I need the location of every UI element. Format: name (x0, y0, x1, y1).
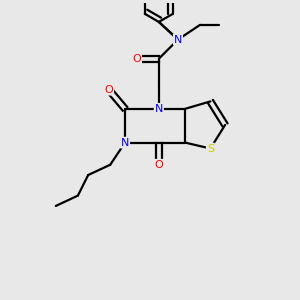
Text: N: N (121, 138, 129, 148)
Text: O: O (132, 54, 141, 64)
Text: S: S (207, 143, 214, 154)
Text: N: N (174, 34, 182, 45)
Text: N: N (154, 104, 163, 114)
Text: O: O (104, 85, 113, 94)
Text: O: O (154, 160, 163, 170)
